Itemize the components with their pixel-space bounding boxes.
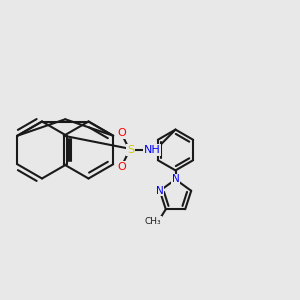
Text: N: N bbox=[156, 186, 164, 196]
Text: CH₃: CH₃ bbox=[145, 217, 161, 226]
Text: NH: NH bbox=[144, 145, 161, 155]
Text: O: O bbox=[117, 161, 126, 172]
Text: O: O bbox=[117, 128, 126, 139]
Text: N: N bbox=[172, 174, 179, 184]
Text: S: S bbox=[127, 145, 134, 155]
